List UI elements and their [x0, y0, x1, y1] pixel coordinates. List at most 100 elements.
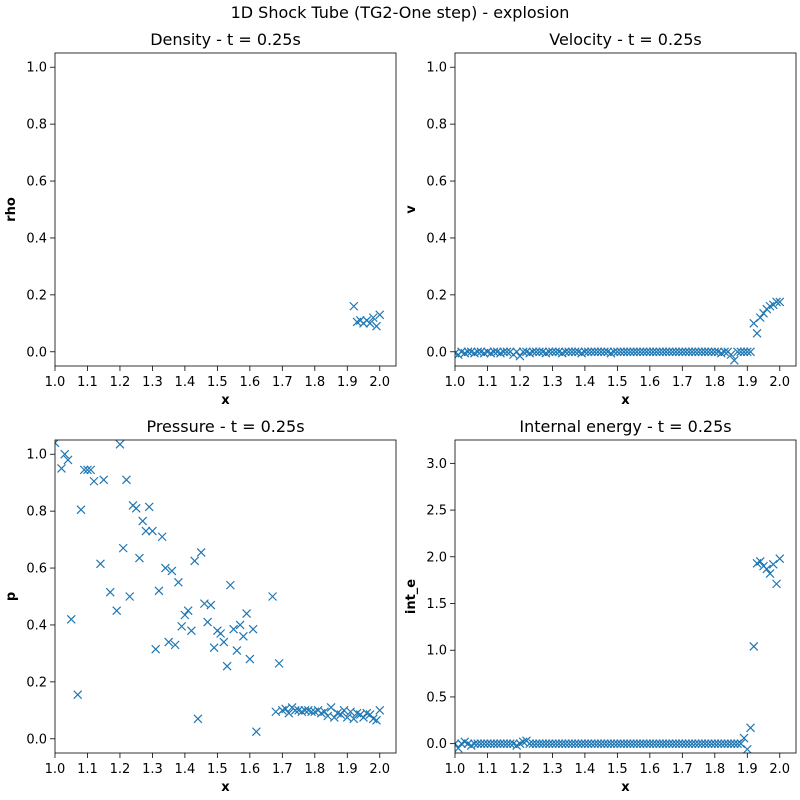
- pressure-data-point: [164, 637, 174, 647]
- internal-energy-data-point: [635, 739, 645, 749]
- velocity-data-point: [609, 347, 619, 357]
- pressure-xtick-label: 1.5: [207, 762, 228, 777]
- velocity-xtick-label: 1.0: [445, 375, 466, 390]
- velocity-data-point: [658, 347, 668, 357]
- density-xtick-label: 1.2: [110, 375, 131, 390]
- internal-energy-data-point: [557, 739, 567, 749]
- pressure-data-point: [180, 610, 190, 620]
- internal-energy-xtick-label: 1.7: [672, 762, 693, 777]
- density-title: Density - t = 0.25s: [150, 30, 301, 49]
- velocity-data-point: [697, 347, 707, 357]
- pressure-data-point: [115, 440, 125, 449]
- internal-energy-data-point: [586, 739, 596, 749]
- internal-energy-data-point: [762, 564, 772, 574]
- internal-energy-data-point: [697, 739, 707, 749]
- pressure-data-point: [203, 617, 213, 627]
- density-xtick-label: 2.0: [369, 375, 390, 390]
- internal-energy-ytick-label: 2.5: [426, 504, 447, 519]
- pressure-data-point: [118, 543, 128, 553]
- density-xtick-label: 1.7: [272, 375, 293, 390]
- pressure-data-point: [316, 708, 326, 718]
- pressure-data-point: [154, 586, 164, 596]
- internal-energy-data-point: [710, 739, 720, 749]
- internal-energy-data-point: [736, 739, 746, 749]
- density-data-point: [375, 310, 385, 320]
- internal-energy-xtick-label: 1.0: [445, 762, 466, 777]
- velocity-panel: 1.0 1.1 1.2 1.3 1.4 1.5 1.6 1.7 1.8 1.9 2.0 0.0 0.2 0…: [404, 30, 797, 408]
- internal-energy-data-point: [746, 723, 755, 733]
- velocity-data-point: [629, 347, 639, 357]
- density-ytick-label: 0.6: [26, 175, 47, 190]
- internal-energy-data-point: [768, 559, 778, 569]
- internal-energy-data-point: [616, 739, 626, 749]
- pressure-data-point: [206, 600, 216, 610]
- velocity-data-point: [742, 347, 752, 357]
- velocity-data-point: [544, 347, 554, 357]
- pressure-xtick-label: 1.0: [45, 762, 66, 777]
- velocity-data-point: [746, 347, 755, 357]
- internal-energy-xtick-label: 1.2: [510, 762, 531, 777]
- internal-energy-plot-frame: [454, 439, 797, 754]
- pressure-data-point: [190, 556, 200, 566]
- pressure-data-point: [170, 640, 180, 650]
- pressure-data-point: [96, 559, 105, 569]
- internal-energy-data-point: [664, 739, 674, 749]
- velocity-data-point: [720, 347, 729, 357]
- pressure-data-point: [125, 592, 135, 601]
- velocity-data-point: [661, 347, 671, 357]
- internal-energy-data-point: [694, 739, 703, 749]
- velocity-data-point: [752, 328, 762, 338]
- internal-energy-data-point: [703, 739, 713, 749]
- velocity-xtick-label: 1.4: [575, 375, 596, 390]
- pressure-data-point: [160, 563, 170, 573]
- internal-energy-data-point: [535, 739, 544, 749]
- pressure-data-point: [196, 547, 206, 557]
- pressure-data-point: [225, 580, 235, 590]
- internal-energy-data-point: [567, 739, 577, 749]
- internal-energy-data-point: [619, 739, 629, 749]
- pressure-ytick-label: 0.6: [26, 562, 47, 577]
- velocity-data-point: [775, 297, 785, 307]
- pressure-data-point: [193, 714, 203, 724]
- pressure-data-point: [216, 629, 226, 638]
- pressure-data-point: [73, 690, 83, 700]
- internal-energy-data-point: [638, 739, 648, 749]
- velocity-data-point: [772, 297, 781, 307]
- velocity-data-point: [645, 347, 655, 357]
- velocity-data-point: [457, 347, 466, 357]
- velocity-xtick-label: 1.1: [477, 375, 498, 390]
- velocity-xlabel: x: [621, 393, 630, 408]
- velocity-data-point: [664, 347, 674, 357]
- pressure-data-point: [135, 553, 144, 563]
- velocity-ylabel: v: [404, 205, 419, 214]
- velocity-data-point: [619, 347, 629, 357]
- internal-energy-data-point: [661, 739, 671, 749]
- internal-energy-data-point: [570, 739, 580, 749]
- pressure-data-point: [148, 526, 157, 536]
- density-xtick-label: 1.8: [304, 375, 325, 390]
- velocity-data-point: [625, 347, 635, 357]
- pressure-data-point: [336, 710, 346, 720]
- velocity-data-point: [515, 351, 525, 361]
- internal-energy-data-point: [470, 739, 479, 749]
- pressure-data-point: [141, 526, 151, 536]
- internal-energy-xtick-label: 1.4: [575, 762, 596, 777]
- velocity-data-point: [483, 347, 492, 357]
- pressure-data-point: [320, 707, 329, 717]
- pressure-xtick-label: 1.2: [110, 762, 131, 777]
- internal-energy-ytick-label: 3.0: [426, 457, 447, 472]
- velocity-data-point: [512, 347, 522, 357]
- velocity-data-point: [674, 347, 684, 357]
- pressure-series: [55, 440, 385, 737]
- internal-energy-panel: 1.0 1.1 1.2 1.3 1.4 1.5 1.6 1.7 1.8 1.9 2.0 0.0 0.5 1…: [404, 417, 797, 795]
- velocity-data-point: [642, 347, 652, 357]
- internal-energy-data-point: [681, 739, 691, 749]
- velocity-series: [455, 297, 785, 365]
- internal-energy-title: Internal energy - t = 0.25s: [519, 417, 731, 436]
- internal-energy-data-point: [648, 739, 658, 749]
- pressure-panel: 1.0 1.1 1.2 1.3 1.4 1.5 1.6 1.7 1.8 1.9 2.0 0.0 0.2 0…: [4, 417, 397, 795]
- velocity-data-point: [560, 347, 570, 357]
- internal-energy-data-point: [684, 739, 694, 749]
- pressure-data-point: [375, 705, 385, 715]
- internal-energy-data-point: [479, 739, 489, 749]
